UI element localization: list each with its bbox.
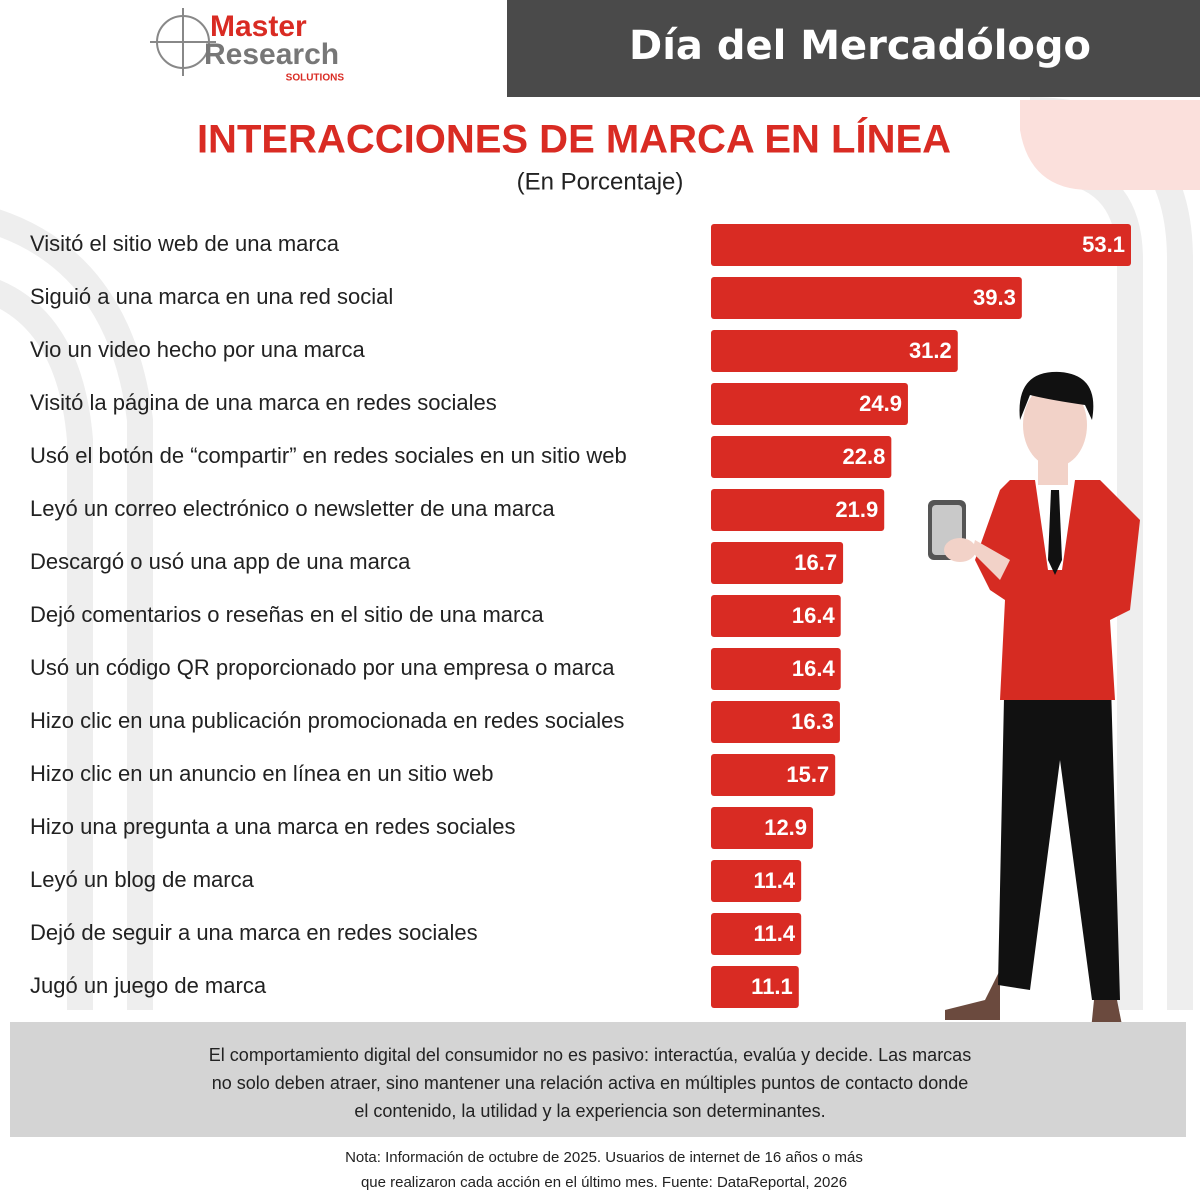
- category-label: Descargó o usó una app de una marca: [30, 549, 411, 574]
- logo-text: SOLUTIONS: [286, 73, 345, 84]
- bar: [711, 224, 1131, 266]
- category-label: Hizo una pregunta a una marca en redes s…: [30, 814, 516, 839]
- category-label: Vio un video hecho por una marca: [30, 337, 365, 362]
- value-label: 31.2: [909, 338, 952, 363]
- logo-text: Research: [204, 38, 339, 71]
- pants: [998, 650, 1120, 1000]
- note-line: Nota: Información de octubre de 2025. Us…: [345, 1149, 863, 1166]
- bar: [711, 754, 836, 796]
- value-label: 11.4: [754, 921, 796, 946]
- value-label: 24.9: [859, 391, 902, 416]
- commentary-line: el contenido, la utilidad y la experienc…: [354, 1101, 825, 1121]
- category-label: Siguió a una marca en una red social: [30, 284, 393, 309]
- category-label: Usó un código QR proporcionado por una e…: [30, 655, 615, 680]
- value-label: 22.8: [843, 444, 886, 469]
- value-label: 11.4: [754, 868, 796, 893]
- bar: [711, 966, 799, 1008]
- bar: [711, 701, 840, 743]
- category-label: Hizo clic en un anuncio en línea en un s…: [30, 761, 494, 786]
- bar: [711, 489, 885, 531]
- commentary-line: no solo deben atraer, sino mantener una …: [212, 1073, 969, 1093]
- chart-subtitle: (En Porcentaje): [517, 168, 684, 195]
- category-label: Dejó comentarios o reseñas en el sitio d…: [30, 602, 544, 627]
- value-label: 11.1: [751, 974, 793, 999]
- bar: [711, 542, 844, 584]
- category-label: Leyó un blog de marca: [30, 867, 255, 892]
- value-label: 16.4: [792, 656, 836, 681]
- category-label: Visitó el sitio web de una marca: [30, 231, 340, 256]
- bar: [711, 436, 892, 478]
- value-label: 16.3: [791, 709, 834, 734]
- bar: [711, 860, 802, 902]
- commentary-line: El comportamiento digital del consumidor…: [209, 1045, 971, 1065]
- header-title: Día del Mercadólogo: [629, 23, 1091, 69]
- bar: [711, 383, 908, 425]
- hand: [972, 540, 1010, 580]
- chart-title: INTERACCIONES DE MARCA EN LÍNEA: [197, 117, 951, 162]
- hand: [944, 538, 976, 562]
- bar: [711, 330, 958, 372]
- category-label: Usó el botón de “compartir” en redes soc…: [30, 443, 627, 468]
- value-label: 39.3: [973, 285, 1016, 310]
- commentary-box: [10, 1022, 1186, 1137]
- value-label: 12.9: [764, 815, 807, 840]
- logo-text: Master: [210, 10, 307, 43]
- head: [1023, 383, 1087, 467]
- logo: Master Research SOLUTIONS: [150, 8, 344, 84]
- value-label: 16.4: [792, 603, 836, 628]
- shoe: [945, 970, 1000, 1020]
- person-illustration: [928, 371, 1140, 1040]
- bar: [711, 913, 802, 955]
- bar: [711, 595, 841, 637]
- header-band: [507, 0, 1200, 97]
- category-label: Jugó un juego de marca: [30, 973, 267, 998]
- category-label: Hizo clic en una publicación promocionad…: [30, 708, 624, 733]
- category-label: Visitó la página de una marca en redes s…: [30, 390, 497, 415]
- decor-arc: [0, 209, 153, 1010]
- decor-arc: [0, 280, 93, 1010]
- value-label: 16.7: [794, 550, 837, 575]
- bar: [711, 648, 841, 690]
- category-label: Dejó de seguir a una marca en redes soci…: [30, 920, 478, 945]
- hair: [1019, 371, 1094, 420]
- jacket: [975, 480, 1140, 700]
- value-label: 21.9: [835, 497, 878, 522]
- value-label: 15.7: [786, 762, 829, 787]
- bar-chart: Visitó el sitio web de una marca 53.1 Sigu…: [30, 224, 1131, 1008]
- bar: [711, 277, 1022, 319]
- note-line: que realizaron cada acción en el último …: [361, 1174, 847, 1191]
- bar: [711, 807, 814, 849]
- value-label: 53.1: [1082, 232, 1125, 257]
- decor-shape: [1020, 100, 1200, 190]
- tie: [1048, 490, 1062, 575]
- category-label: Leyó un correo electrónico o newsletter …: [30, 496, 555, 521]
